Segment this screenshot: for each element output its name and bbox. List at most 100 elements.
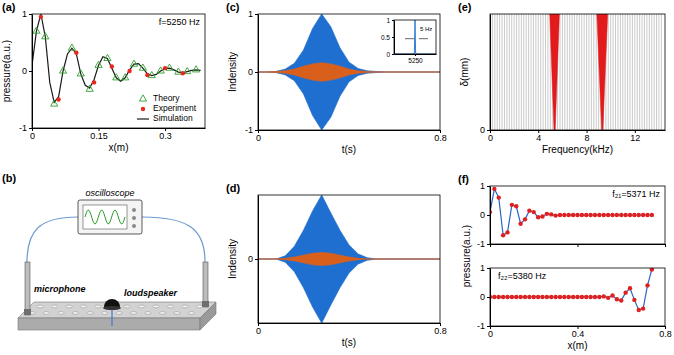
resonator-hole (159, 312, 165, 315)
data-point (193, 66, 200, 72)
x-tick-label: 0.15 (90, 131, 108, 141)
data-point (527, 295, 531, 299)
data-line (490, 269, 652, 310)
mode-line (661, 14, 662, 130)
panel-label: (a) (2, 1, 16, 13)
plot-area (490, 268, 654, 312)
data-point (641, 213, 645, 217)
y-tick-mark (487, 130, 490, 131)
data-point (492, 187, 496, 191)
resonator-hole (37, 305, 43, 308)
y-tick: 0.5 (381, 34, 394, 41)
y-axis: -101 (19, 9, 33, 133)
data-point (632, 298, 636, 302)
data-point (545, 295, 549, 299)
y-axis-title: pressure(a.u.) (1, 40, 12, 102)
x-axis: 00.40.8 (488, 326, 672, 339)
mode-line (535, 14, 536, 130)
x-tick: 12 (630, 130, 640, 143)
x-axis: 00.8 (256, 323, 447, 336)
data-line (32, 14, 201, 102)
mode-line (569, 14, 570, 130)
data-point (553, 295, 557, 299)
mode-line (586, 14, 587, 130)
data-point (606, 296, 610, 300)
legend-symbol (137, 118, 149, 119)
data-point (505, 295, 509, 299)
x-axis (491, 244, 666, 247)
x-tick-label: 0.8 (659, 329, 672, 339)
y-axis-line (490, 269, 491, 327)
resonator-hole (138, 305, 144, 308)
data-point (532, 210, 536, 214)
mode-line (523, 14, 524, 130)
mode-line (562, 14, 563, 130)
y-tick-label: -1 (477, 239, 485, 249)
x-tick-label: 5250 (408, 57, 423, 64)
x-tick-label: 4 (536, 133, 541, 143)
mode-line (514, 14, 515, 130)
panel-label: (f) (458, 173, 469, 185)
chart-title: f₂₁=5371 Hz (612, 189, 660, 199)
chart-panel: 00.80(d)t(s)Indensity (226, 182, 447, 348)
mode-line (658, 14, 659, 130)
data-point (628, 286, 632, 290)
y-tick-mark (487, 326, 490, 327)
data-area (258, 14, 440, 130)
resonator-hole (153, 305, 159, 308)
y-tick-label: 1 (480, 263, 485, 273)
x-tick-label: 0 (488, 133, 493, 143)
data-point (510, 295, 514, 299)
data-point (610, 293, 614, 297)
mode-line (572, 14, 573, 130)
y-tick-label: 0 (248, 254, 253, 264)
data-point (645, 283, 649, 287)
mode-line (651, 14, 652, 130)
y-axis-title: Indensity (227, 239, 238, 279)
resonator-hole (188, 312, 194, 315)
mode-line (630, 14, 631, 130)
data-point (632, 213, 636, 217)
data-point (588, 295, 592, 299)
wire (27, 217, 78, 262)
data-point (145, 73, 149, 77)
loudspeaker-icon (104, 299, 120, 307)
y-tick-mark (392, 54, 394, 55)
chart-title: f₂₂=5380 Hz (498, 271, 547, 281)
data-point (532, 295, 536, 299)
plot-area (394, 20, 436, 54)
x-tick (578, 244, 579, 247)
mode-line (567, 14, 568, 130)
y-tick-label: 1 (386, 17, 390, 24)
y-tick-label: 0 (248, 67, 253, 77)
mode-line (509, 14, 510, 130)
resonator-hole (130, 312, 136, 315)
mode-line (591, 14, 592, 130)
mode-line (617, 14, 618, 130)
x-axis-line (395, 54, 437, 55)
data-point (68, 44, 75, 50)
y-tick-mark (487, 186, 490, 187)
mode-line (547, 14, 548, 130)
data-point (505, 230, 509, 234)
legend-label: Simulation (153, 113, 193, 123)
x-axis: 00.8 (256, 130, 447, 143)
plot-frame (394, 20, 436, 54)
resonator-hole (174, 312, 180, 315)
data-point (510, 203, 514, 207)
y-tick: 0 (22, 66, 32, 76)
chart-panel: 00.8-101(c)t(s)Indensity (226, 1, 447, 155)
data-point (637, 308, 641, 312)
data-point (77, 70, 84, 76)
figure: 00.150.3-101(a)f=5250 Hzx(m)pressure(a.u… (0, 0, 674, 355)
annotation: 5 Hz (420, 26, 432, 32)
plot-frame (32, 14, 205, 128)
oscilloscope-knob (132, 216, 136, 220)
mode-line (649, 14, 650, 130)
data-point (597, 213, 601, 217)
data-point (615, 213, 619, 217)
data-point (584, 295, 588, 299)
y-tick-mark (29, 71, 32, 72)
microphone-icon (25, 262, 30, 315)
resonator-hole (124, 305, 130, 308)
